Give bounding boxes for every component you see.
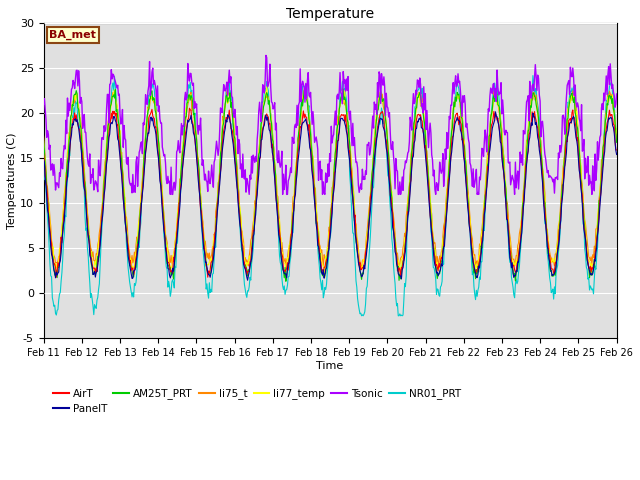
Legend: AirT, PanelT, AM25T_PRT, li75_t, li77_temp, Tsonic, NR01_PRT: AirT, PanelT, AM25T_PRT, li75_t, li77_te…	[49, 384, 465, 418]
Y-axis label: Temperatures (C): Temperatures (C)	[7, 132, 17, 229]
Text: BA_met: BA_met	[49, 30, 96, 40]
Title: Temperature: Temperature	[286, 7, 374, 21]
X-axis label: Time: Time	[316, 361, 344, 371]
